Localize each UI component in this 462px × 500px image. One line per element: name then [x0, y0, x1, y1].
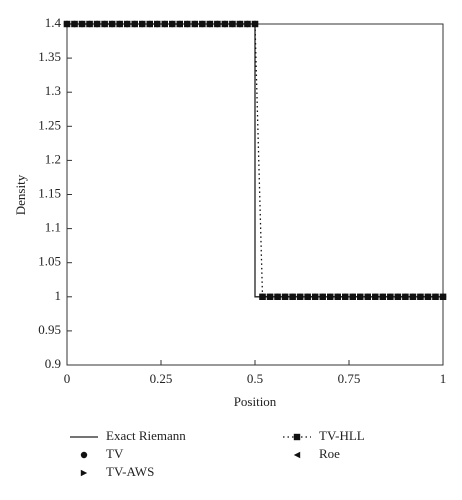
legend-marker [80, 469, 88, 477]
x-tick-label: 1 [440, 371, 447, 386]
marker [251, 20, 259, 28]
marker [424, 293, 432, 300]
y-tick-label: 1.35 [38, 49, 61, 64]
y-tick-label: 1.1 [45, 220, 61, 235]
x-tick-label: 0 [64, 371, 71, 386]
marker [161, 20, 168, 28]
legend-label: Exact Riemann [106, 428, 186, 443]
y-tick-label: 1.3 [45, 83, 61, 98]
marker [214, 20, 221, 28]
marker [184, 20, 191, 28]
marker [319, 293, 326, 300]
marker [439, 293, 447, 300]
marker [131, 20, 138, 28]
marker [229, 20, 236, 28]
marker [71, 20, 78, 28]
marker [311, 293, 319, 300]
y-tick-label: 1.4 [45, 15, 62, 30]
marker [409, 293, 417, 300]
marker [364, 293, 371, 300]
marker [154, 20, 161, 28]
legend-label: TV-HLL [319, 428, 365, 443]
marker [101, 20, 108, 28]
marker [63, 20, 71, 28]
legend-label: TV-AWS [106, 464, 154, 479]
marker [123, 20, 131, 28]
marker [108, 20, 116, 28]
marker [349, 293, 356, 300]
marker [274, 293, 281, 300]
marker [296, 293, 304, 300]
marker [387, 293, 394, 300]
marker [372, 293, 379, 300]
marker [281, 293, 289, 300]
legend-marker [293, 451, 301, 459]
marker [379, 293, 387, 300]
y-tick-label: 0.95 [38, 322, 61, 337]
marker [417, 293, 424, 300]
x-tick-label: 0.5 [247, 371, 263, 386]
marker [116, 20, 123, 28]
marker [78, 20, 86, 28]
y-tick-label: 1.05 [38, 254, 61, 269]
marker [327, 293, 334, 300]
marker [169, 20, 176, 28]
marker [289, 293, 296, 300]
marker [236, 20, 244, 28]
y-tick-label: 1.15 [38, 185, 61, 200]
legend-marker [80, 451, 88, 459]
marker [206, 20, 214, 28]
marker [191, 20, 199, 28]
marker [221, 20, 229, 28]
y-tick-label: 1.2 [45, 151, 61, 166]
y-tick-label: 1.25 [38, 117, 61, 132]
marker [357, 293, 364, 300]
x-axis-label: Position [234, 394, 277, 409]
marker [259, 293, 266, 300]
marker [146, 20, 153, 28]
legend-label: Roe [319, 446, 340, 461]
series-line [67, 23, 443, 298]
marker [432, 293, 439, 300]
marker [244, 20, 251, 28]
marker [266, 293, 274, 300]
x-tick-label: 0.75 [338, 371, 361, 386]
marker [334, 293, 341, 300]
x-tick-label: 0.25 [150, 371, 173, 386]
marker [304, 293, 311, 300]
marker [402, 293, 409, 300]
marker [176, 20, 183, 28]
marker [93, 20, 101, 28]
y-tick-label: 1 [55, 288, 62, 303]
marker [86, 20, 93, 28]
y-tick-label: 0.9 [45, 356, 61, 371]
marker [394, 293, 402, 300]
y-axis-label: Density [13, 174, 28, 215]
legend-label: TV [106, 446, 124, 461]
legend-marker [293, 433, 301, 441]
marker [342, 293, 349, 300]
marker [199, 20, 206, 28]
marker [139, 20, 146, 28]
